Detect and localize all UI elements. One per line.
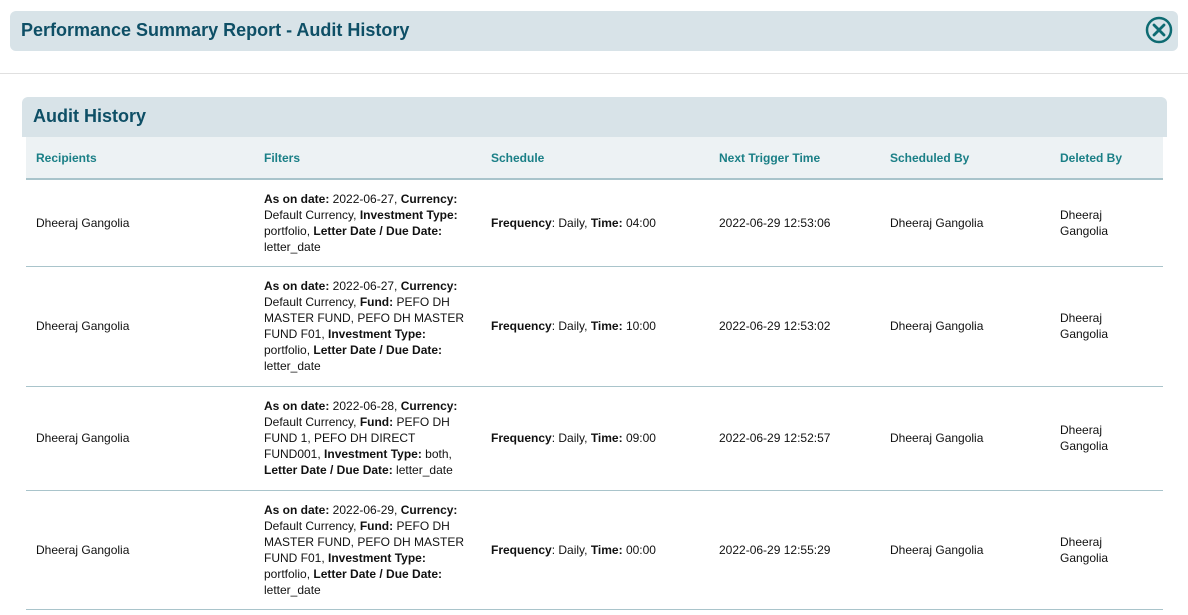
schedule-value: : Daily, (551, 319, 591, 333)
filters-label: As on date: (264, 502, 330, 517)
filters-value: both, (421, 447, 452, 461)
filters-label: As on date: (264, 279, 330, 293)
table-row: Dheeraj Gangolia As on date: 2022-06-27, … (26, 266, 1163, 387)
filters-value: letter_date (264, 359, 321, 373)
schedule-cell: Frequency: Daily, Time: 10:00 (481, 266, 709, 387)
filters-label: Letter Date / Due Date: (313, 223, 443, 238)
filters-value: PEFO DH MASTER FUND, PEFO DH MASTER FUND… (264, 295, 465, 341)
filters-value: Default Currency, (264, 518, 360, 533)
schedule-label: Frequency (491, 215, 552, 230)
deleted-by-cell: Dheeraj Gangolia (1050, 490, 1163, 610)
panel-header: Audit History (22, 97, 1167, 137)
schedule-value: 10:00 (622, 319, 656, 333)
schedule-label: Time: (590, 215, 623, 230)
filters-value: PEFO DH FUND 1, PEFO DH DIRECT FUND001, (264, 415, 450, 461)
filters-cell: As on date: 2022-06-28, Currency: Defaul… (254, 386, 481, 491)
schedule-value: 09:00 (622, 431, 656, 445)
filters-label: Fund: (359, 415, 394, 429)
column-header-deleted-by: Deleted By (1050, 137, 1163, 180)
filters-value: portfolio, (264, 223, 314, 238)
panel-title: Audit History (33, 106, 147, 126)
filters-label: Fund: (359, 518, 394, 533)
schedule-label: Time: (590, 319, 623, 333)
filters-label: Currency: (400, 399, 458, 413)
filters-value: Default Currency, (264, 415, 360, 429)
schedule-cell: Frequency: Daily, Time: 00:00 (481, 490, 709, 610)
scheduled-by-cell: Dheeraj Gangolia (880, 179, 1050, 267)
filters-value: letter_date (392, 463, 453, 477)
column-header-next-trigger-time: Next Trigger Time (709, 137, 880, 180)
table-header-row: Recipients Filters Schedule Next Trigger… (26, 137, 1163, 180)
filters-label: Currency: (400, 502, 458, 517)
column-header-scheduled-by: Scheduled By (880, 137, 1050, 180)
scheduled-by-cell: Dheeraj Gangolia (880, 386, 1050, 491)
filters-label: Investment Type: (324, 447, 422, 461)
filters-value: Default Currency, (264, 295, 360, 309)
next-trigger-cell: 2022-06-29 12:53:02 (709, 266, 880, 387)
schedule-cell: Frequency: Daily, Time: 09:00 (481, 386, 709, 491)
schedule-label: Frequency (491, 319, 552, 333)
schedule-value: 00:00 (622, 542, 656, 557)
recipients-cell: Dheeraj Gangolia (26, 179, 254, 267)
audit-table: Recipients Filters Schedule Next Trigger… (26, 137, 1163, 610)
filters-label: As on date: (264, 399, 330, 413)
filters-cell: As on date: 2022-06-27, Currency: Defaul… (254, 179, 481, 267)
filters-label: Investment Type: (328, 327, 426, 341)
column-header-filters: Filters (254, 137, 481, 180)
filters-value: letter_date (264, 239, 321, 254)
schedule-value: 04:00 (622, 215, 656, 230)
schedule-value: : Daily, (551, 542, 591, 557)
schedule-cell: Frequency: Daily, Time: 04:00 (481, 179, 709, 267)
recipients-cell: Dheeraj Gangolia (26, 490, 254, 610)
audit-history-panel: Audit History Recipients Filters Schedul… (22, 97, 1167, 610)
next-trigger-cell: 2022-06-29 12:53:06 (709, 179, 880, 267)
scheduled-by-cell: Dheeraj Gangolia (880, 490, 1050, 610)
filters-value: portfolio, (264, 343, 314, 357)
modal-title: Performance Summary Report - Audit Histo… (21, 20, 410, 40)
schedule-label: Frequency (491, 542, 552, 557)
table-row: Dheeraj Gangolia As on date: 2022-06-29, … (26, 490, 1163, 610)
deleted-by-cell: Dheeraj Gangolia (1050, 266, 1163, 387)
filters-label: Letter Date / Due Date: (313, 566, 443, 581)
column-header-recipients: Recipients (26, 137, 254, 180)
filters-value: Default Currency, (264, 207, 360, 222)
filters-value: portfolio, (264, 566, 314, 581)
schedule-label: Time: (590, 431, 623, 445)
filters-label: Letter Date / Due Date: (264, 463, 393, 477)
divider (0, 73, 1188, 74)
column-header-schedule: Schedule (481, 137, 709, 180)
table-row: Dheeraj Gangolia As on date: 2022-06-28, … (26, 386, 1163, 491)
schedule-value: : Daily, (551, 215, 591, 230)
filters-value: 2022-06-29, (329, 502, 401, 517)
filters-value: 2022-06-27, (329, 279, 401, 293)
recipients-cell: Dheeraj Gangolia (26, 266, 254, 387)
schedule-value: : Daily, (551, 431, 591, 445)
filters-label: Currency: (400, 279, 458, 293)
filters-label: Fund: (359, 295, 394, 309)
next-trigger-cell: 2022-06-29 12:55:29 (709, 490, 880, 610)
filters-label: Investment Type: (359, 207, 458, 222)
filters-label: Investment Type: (328, 550, 426, 565)
modal-header: Performance Summary Report - Audit Histo… (10, 11, 1178, 51)
deleted-by-cell: Dheeraj Gangolia (1050, 179, 1163, 267)
filters-label: Letter Date / Due Date: (313, 343, 443, 357)
schedule-label: Time: (590, 542, 623, 557)
close-circle-icon[interactable] (1145, 16, 1173, 44)
filters-label: As on date: (264, 191, 330, 206)
filters-value: 2022-06-28, (329, 399, 401, 413)
filters-label: Currency: (400, 191, 458, 206)
scheduled-by-cell: Dheeraj Gangolia (880, 266, 1050, 387)
next-trigger-cell: 2022-06-29 12:52:57 (709, 386, 880, 491)
table-row: Dheeraj Gangolia As on date: 2022-06-27, … (26, 179, 1163, 267)
schedule-label: Frequency (491, 431, 552, 445)
filters-value: PEFO DH MASTER FUND, PEFO DH MASTER FUND… (264, 518, 465, 565)
deleted-by-cell: Dheeraj Gangolia (1050, 386, 1163, 491)
filters-value: letter_date (264, 582, 321, 597)
filters-value: 2022-06-27, (329, 191, 401, 206)
recipients-cell: Dheeraj Gangolia (26, 386, 254, 491)
filters-cell: As on date: 2022-06-27, Currency: Defaul… (254, 266, 481, 387)
filters-cell: As on date: 2022-06-29, Currency: Defaul… (254, 490, 481, 610)
